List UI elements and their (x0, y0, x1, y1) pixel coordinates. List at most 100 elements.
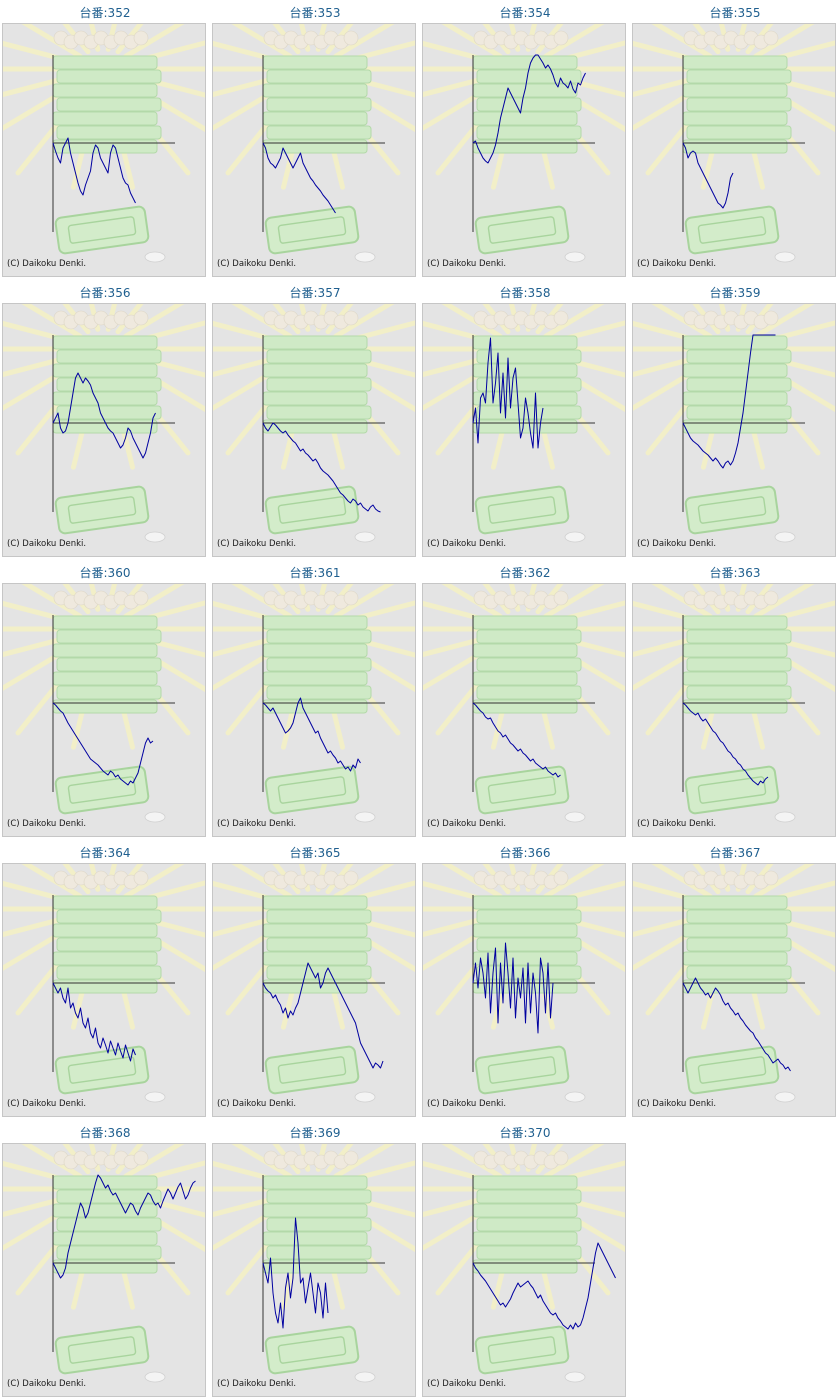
machine-chart[interactable]: 台番:352 (C) Daikoku Denki. (0, 0, 210, 280)
chart-title[interactable]: 台番:352 (79, 6, 131, 20)
chart-panel: (C) Daikoku Denki. (212, 583, 416, 837)
background-illustration (423, 304, 625, 543)
chart-panel: (C) Daikoku Denki. (422, 583, 626, 837)
background-illustration (3, 864, 205, 1103)
machine-chart[interactable]: 台番:361 (C) Daikoku Denki. (210, 560, 420, 840)
data-line (52, 137, 136, 204)
copyright-label: (C) Daikoku Denki. (7, 539, 87, 549)
copyright-label: (C) Daikoku Denki. (7, 259, 87, 269)
line-chart (423, 584, 625, 823)
chart-title[interactable]: 台番:363 (709, 566, 761, 580)
chart-title[interactable]: 台番:355 (709, 6, 761, 20)
copyright-label: (C) Daikoku Denki. (217, 539, 297, 549)
copyright-label: (C) Daikoku Denki. (427, 819, 507, 829)
background-illustration (213, 304, 415, 543)
chart-title[interactable]: 台番:365 (289, 846, 341, 860)
chart-panel: (C) Daikoku Denki. (422, 1143, 626, 1397)
machine-chart[interactable]: 台番:362 (C) Daikoku Denki. (420, 560, 630, 840)
chart-title[interactable]: 台番:359 (709, 286, 761, 300)
chart-panel: (C) Daikoku Denki. (2, 863, 206, 1117)
machine-chart[interactable]: 台番:370 (C) Daikoku Denki. (420, 1120, 630, 1400)
machine-chart[interactable]: 台番:364 (C) Daikoku Denki. (0, 840, 210, 1120)
chart-panel: (C) Daikoku Denki. (422, 23, 626, 277)
line-chart (3, 304, 205, 543)
chart-title[interactable]: 台番:370 (499, 1126, 551, 1140)
chart-title[interactable]: 台番:358 (499, 286, 551, 300)
machine-chart[interactable]: 台番:369 (C) Daikoku Denki. (210, 1120, 420, 1400)
machine-chart[interactable]: 台番:353 (C) Daikoku Denki. (210, 0, 420, 280)
data-line (472, 54, 586, 164)
machine-chart[interactable]: 台番:357 (C) Daikoku Denki. (210, 280, 420, 560)
line-chart (423, 304, 625, 543)
machine-chart[interactable]: 台番:360 (C) Daikoku Denki. (0, 560, 210, 840)
machine-chart[interactable]: 台番:354 (C) Daikoku Denki. (420, 0, 630, 280)
background-illustration (213, 864, 415, 1103)
line-chart (3, 1144, 205, 1383)
chart-panel: (C) Daikoku Denki. (212, 1143, 416, 1397)
data-line (682, 142, 734, 209)
line-chart (633, 584, 835, 823)
chart-title[interactable]: 台番:357 (289, 286, 341, 300)
copyright-label: (C) Daikoku Denki. (217, 819, 297, 829)
data-line (262, 962, 384, 1069)
chart-title[interactable]: 台番:364 (79, 846, 131, 860)
data-line (472, 702, 561, 778)
data-line (262, 142, 336, 214)
copyright-label: (C) Daikoku Denki. (637, 539, 717, 549)
line-chart (423, 1144, 625, 1383)
copyright-label: (C) Daikoku Denki. (637, 1099, 717, 1109)
chart-title[interactable]: 台番:368 (79, 1126, 131, 1140)
data-line (682, 702, 769, 786)
data-line (52, 982, 136, 1062)
data-line (472, 337, 544, 449)
data-line (262, 1217, 329, 1329)
chart-panel: (C) Daikoku Denki. (632, 863, 836, 1117)
data-line (262, 697, 361, 772)
copyright-label: (C) Daikoku Denki. (7, 1099, 87, 1109)
machine-chart[interactable]: 台番:363 (C) Daikoku Denki. (630, 560, 839, 840)
chart-title[interactable]: 台番:356 (79, 286, 131, 300)
background-illustration (213, 584, 415, 823)
copyright-label: (C) Daikoku Denki. (427, 539, 507, 549)
data-line (262, 422, 381, 513)
chart-panel: (C) Daikoku Denki. (422, 863, 626, 1117)
machine-chart[interactable]: 台番:367 (C) Daikoku Denki. (630, 840, 839, 1120)
machine-chart[interactable]: 台番:355 (C) Daikoku Denki. (630, 0, 839, 280)
background-illustration (423, 864, 625, 1103)
copyright-label: (C) Daikoku Denki. (217, 1379, 297, 1389)
chart-title[interactable]: 台番:362 (499, 566, 551, 580)
data-line (472, 1242, 616, 1330)
line-chart (633, 304, 835, 543)
line-chart (213, 304, 415, 543)
background-illustration (633, 584, 835, 823)
chart-title[interactable]: 台番:361 (289, 566, 341, 580)
chart-panel: (C) Daikoku Denki. (2, 583, 206, 837)
copyright-label: (C) Daikoku Denki. (427, 1099, 507, 1109)
copyright-label: (C) Daikoku Denki. (217, 259, 297, 269)
data-line (682, 977, 791, 1072)
copyright-label: (C) Daikoku Denki. (7, 1379, 87, 1389)
chart-panel: (C) Daikoku Denki. (2, 1143, 206, 1397)
data-line (52, 702, 154, 786)
line-chart (213, 24, 415, 263)
chart-panel: (C) Daikoku Denki. (632, 303, 836, 557)
data-line (472, 942, 554, 1034)
chart-title[interactable]: 台番:367 (709, 846, 761, 860)
copyright-label: (C) Daikoku Denki. (217, 1099, 297, 1109)
line-chart (423, 864, 625, 1103)
chart-title[interactable]: 台番:366 (499, 846, 551, 860)
machine-chart[interactable]: 台番:365 (C) Daikoku Denki. (210, 840, 420, 1120)
machine-chart[interactable]: 台番:366 (C) Daikoku Denki. (420, 840, 630, 1120)
machine-chart[interactable]: 台番:368 (C) Daikoku Denki. (0, 1120, 210, 1400)
chart-title[interactable]: 台番:369 (289, 1126, 341, 1140)
chart-title[interactable]: 台番:360 (79, 566, 131, 580)
machine-chart[interactable]: 台番:356 (C) Daikoku Denki. (0, 280, 210, 560)
background-illustration (633, 304, 835, 543)
chart-panel: (C) Daikoku Denki. (2, 303, 206, 557)
chart-title[interactable]: 台番:353 (289, 6, 341, 20)
chart-title[interactable]: 台番:354 (499, 6, 551, 20)
machine-chart[interactable]: 台番:358 (C) Daikoku Denki. (420, 280, 630, 560)
chart-panel: (C) Daikoku Denki. (632, 23, 836, 277)
machine-chart[interactable]: 台番:359 (C) Daikoku Denki. (630, 280, 839, 560)
